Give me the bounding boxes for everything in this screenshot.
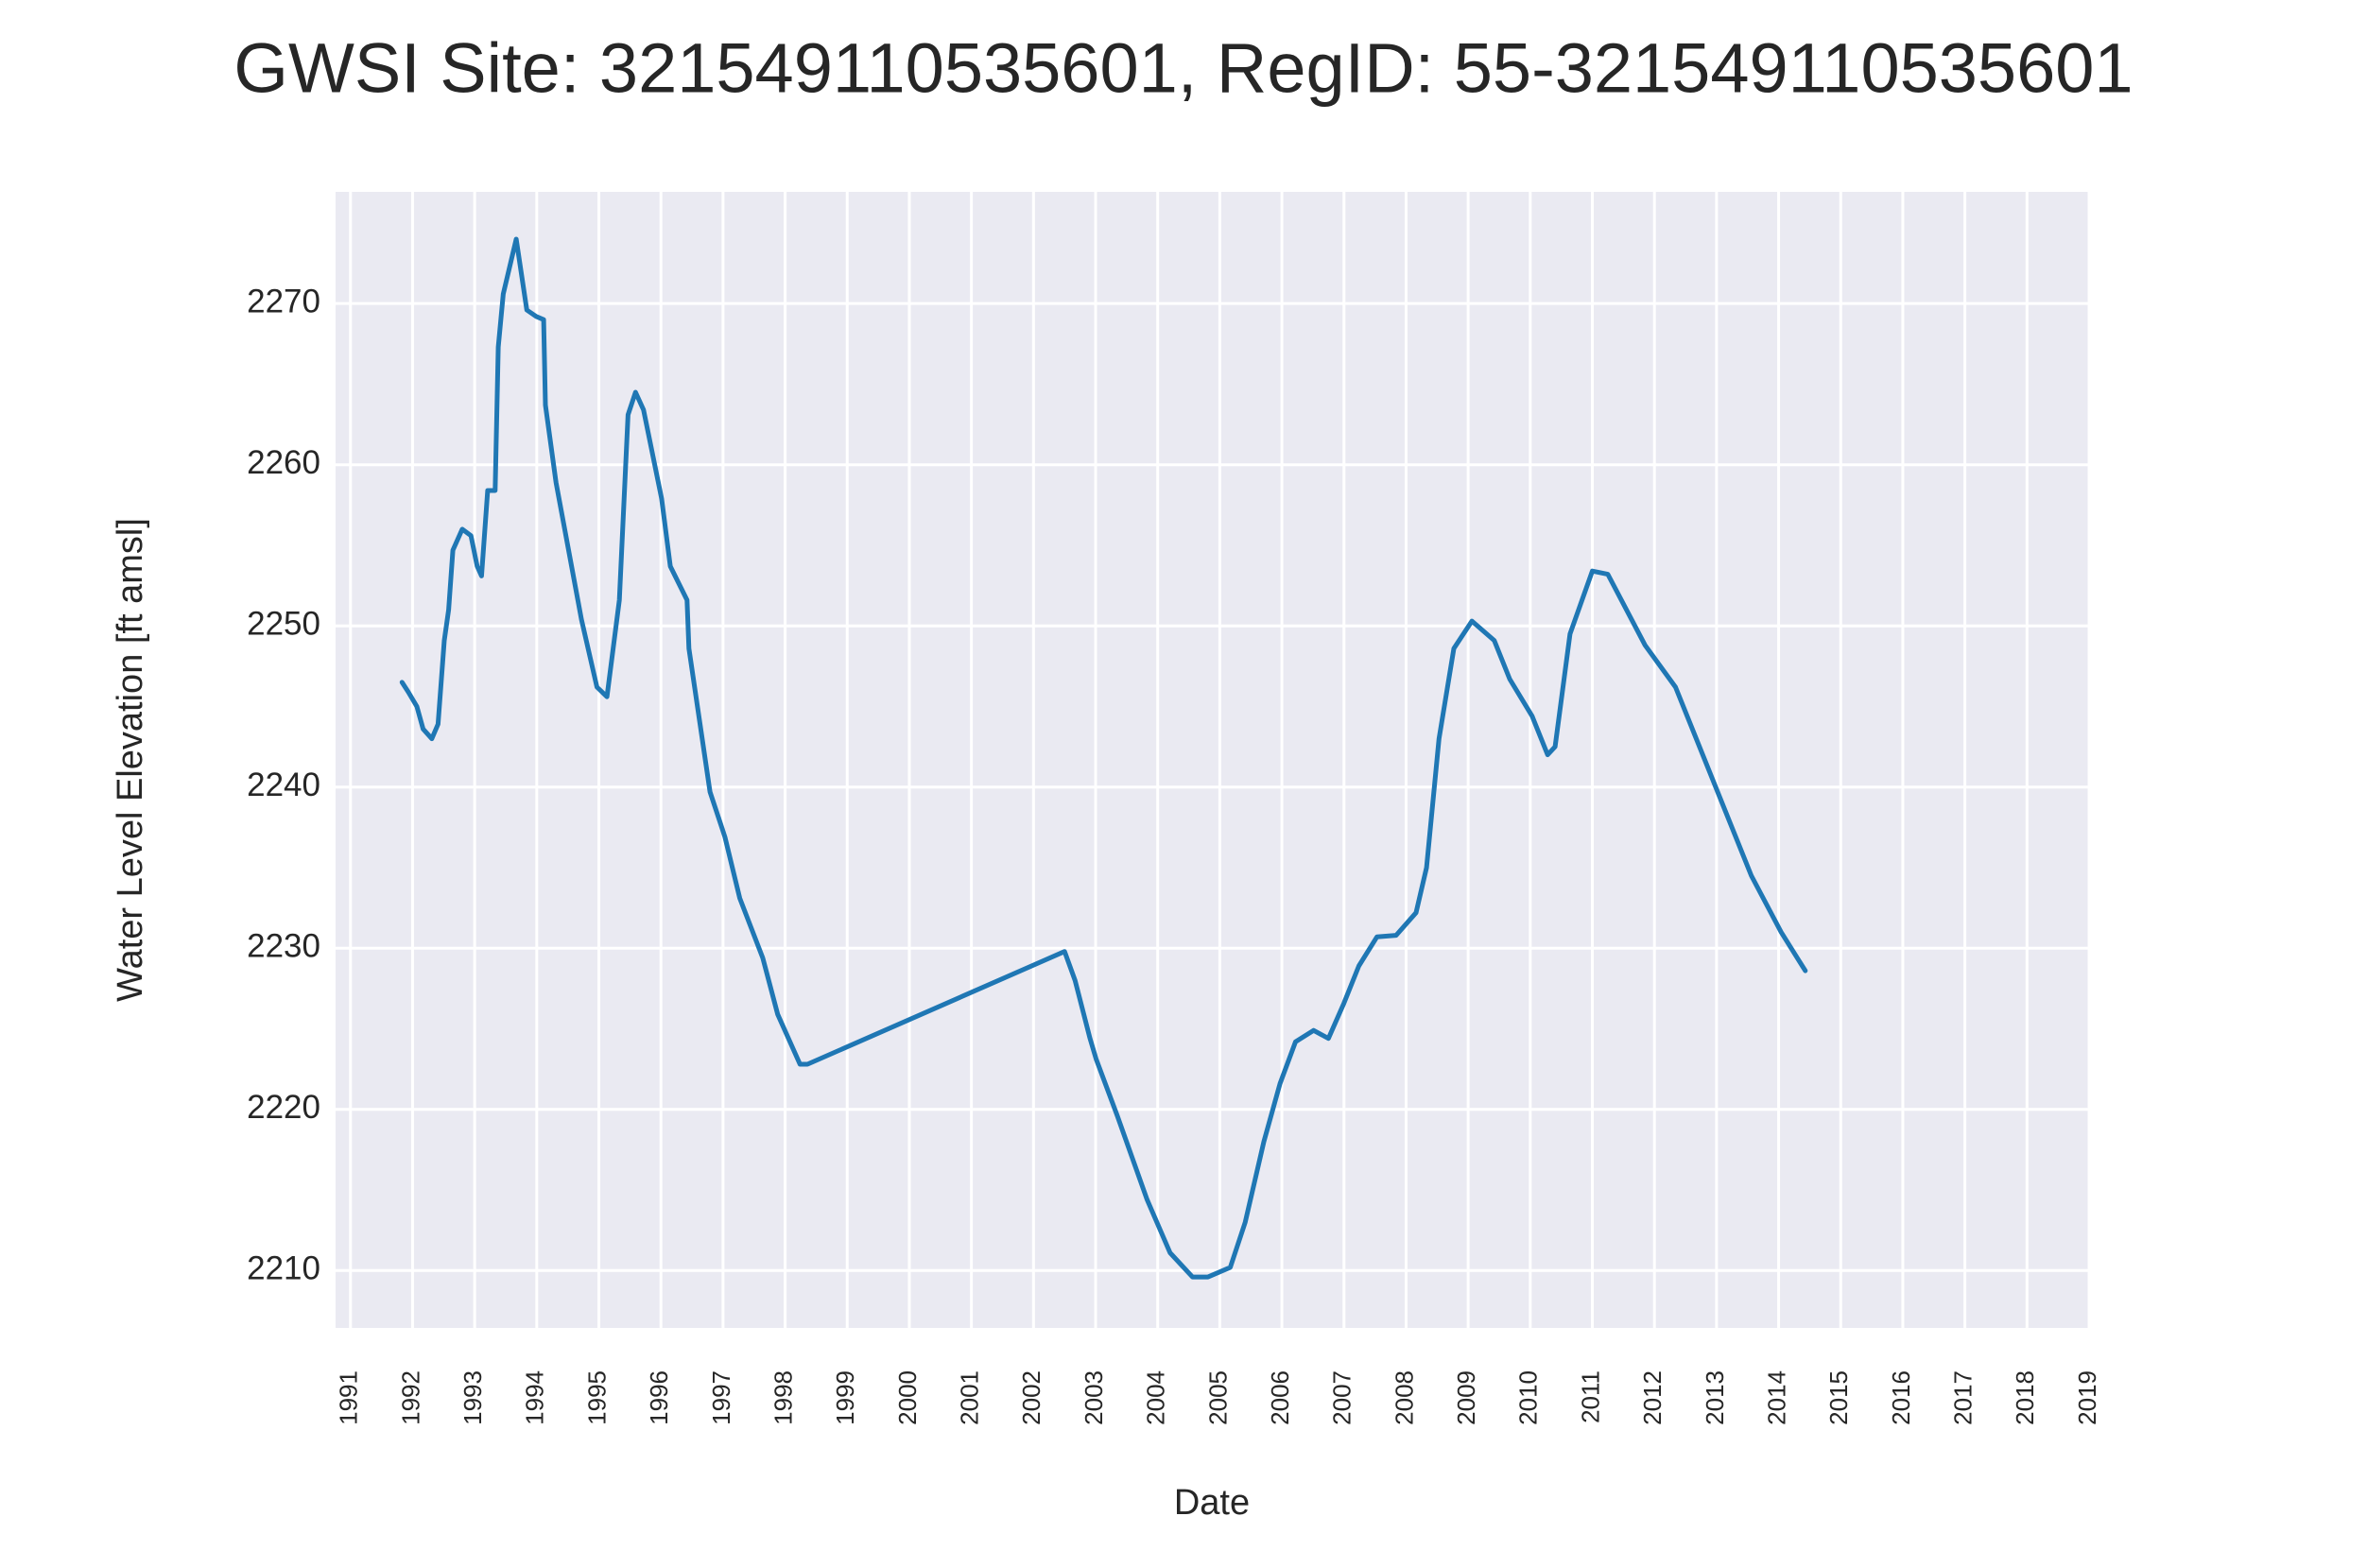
x-tick-label: 1991 bbox=[335, 1370, 363, 1425]
x-tick-label: 2008 bbox=[1390, 1370, 1418, 1425]
y-tick-label: 2260 bbox=[247, 444, 320, 481]
y-tick-label: 2230 bbox=[247, 928, 320, 965]
x-tick-label: 2003 bbox=[1080, 1370, 1108, 1425]
x-tick-label: 2006 bbox=[1266, 1370, 1294, 1425]
y-axis-label: Water Level Elevation [ft amsl] bbox=[111, 518, 150, 1002]
x-tick-label: 1995 bbox=[582, 1370, 611, 1425]
x-tick-label: 2002 bbox=[1017, 1370, 1045, 1425]
x-tick-label: 2018 bbox=[2011, 1370, 2039, 1425]
data-line bbox=[399, 236, 1808, 1280]
x-tick-label: 2010 bbox=[1514, 1370, 1543, 1425]
x-tick-label: 1994 bbox=[521, 1370, 549, 1425]
x-tick-label: 2013 bbox=[1701, 1370, 1729, 1425]
x-tick-label: 2019 bbox=[2073, 1370, 2101, 1425]
x-tick-label: 1997 bbox=[707, 1370, 735, 1425]
x-tick-label: 2011 bbox=[1576, 1370, 1604, 1423]
chart-title: GWSI Site: 321549110535601, RegID: 55-32… bbox=[233, 29, 2133, 108]
x-tick-label: 2000 bbox=[893, 1370, 922, 1425]
x-tick-label: 1999 bbox=[831, 1370, 859, 1425]
x-tick-label: 2007 bbox=[1328, 1370, 1356, 1425]
x-tick-label: 2016 bbox=[1887, 1370, 1915, 1425]
x-tick-label: 1996 bbox=[645, 1370, 673, 1425]
x-tick-label: 2014 bbox=[1762, 1370, 1790, 1425]
y-tick-label: 2240 bbox=[247, 767, 320, 803]
y-tick-label: 2250 bbox=[247, 605, 320, 642]
x-tick-label: 1992 bbox=[396, 1370, 424, 1425]
y-tick-label: 2210 bbox=[247, 1250, 320, 1287]
x-tick-label: 2005 bbox=[1203, 1370, 1232, 1425]
plot-area bbox=[336, 192, 2089, 1328]
x-tick-label: 2012 bbox=[1638, 1370, 1667, 1425]
x-axis-label: Date bbox=[1174, 1483, 1250, 1523]
x-tick-label: 2009 bbox=[1452, 1370, 1480, 1425]
x-tick-label: 2017 bbox=[1949, 1370, 1978, 1425]
x-tick-label: 2015 bbox=[1824, 1370, 1853, 1425]
y-tick-label: 2270 bbox=[247, 283, 320, 319]
x-tick-label: 1993 bbox=[458, 1370, 487, 1425]
x-tick-label: 1998 bbox=[769, 1370, 797, 1425]
x-tick-label: 2001 bbox=[956, 1370, 984, 1425]
y-tick-label: 2220 bbox=[247, 1089, 320, 1126]
x-tick-label: 2004 bbox=[1142, 1370, 1170, 1425]
